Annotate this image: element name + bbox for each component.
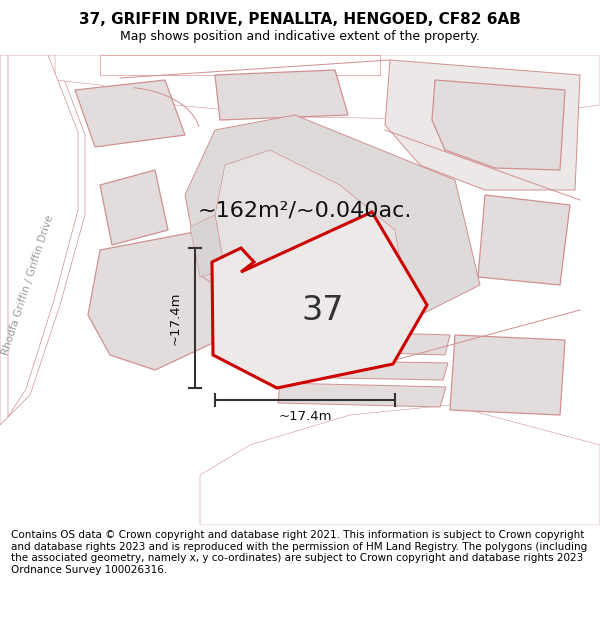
Polygon shape: [190, 215, 225, 277]
Polygon shape: [75, 80, 185, 147]
Polygon shape: [278, 383, 446, 407]
Polygon shape: [100, 170, 168, 245]
Polygon shape: [450, 335, 565, 415]
Polygon shape: [212, 212, 427, 388]
Text: ~17.4m: ~17.4m: [169, 291, 182, 345]
Text: ~162m²/~0.040ac.: ~162m²/~0.040ac.: [198, 200, 412, 220]
Text: Map shows position and indicative extent of the property.: Map shows position and indicative extent…: [120, 30, 480, 43]
Polygon shape: [8, 55, 78, 417]
Text: Contains OS data © Crown copyright and database right 2021. This information is : Contains OS data © Crown copyright and d…: [11, 530, 587, 575]
Text: 37: 37: [302, 294, 344, 326]
Polygon shape: [215, 70, 348, 120]
Polygon shape: [288, 330, 450, 355]
Text: ~17.4m: ~17.4m: [278, 409, 332, 422]
Polygon shape: [215, 150, 405, 310]
Polygon shape: [55, 55, 600, 120]
Text: 37, GRIFFIN DRIVE, PENALLTA, HENGOED, CF82 6AB: 37, GRIFFIN DRIVE, PENALLTA, HENGOED, CF…: [79, 12, 521, 27]
Polygon shape: [0, 55, 85, 425]
Polygon shape: [200, 405, 600, 525]
Polygon shape: [385, 60, 580, 190]
Polygon shape: [283, 360, 448, 380]
Polygon shape: [432, 80, 565, 170]
Text: Rhodfa Griffin / Griffin Drive: Rhodfa Griffin / Griffin Drive: [1, 214, 55, 356]
Polygon shape: [88, 230, 230, 370]
Polygon shape: [185, 115, 480, 325]
Polygon shape: [478, 195, 570, 285]
